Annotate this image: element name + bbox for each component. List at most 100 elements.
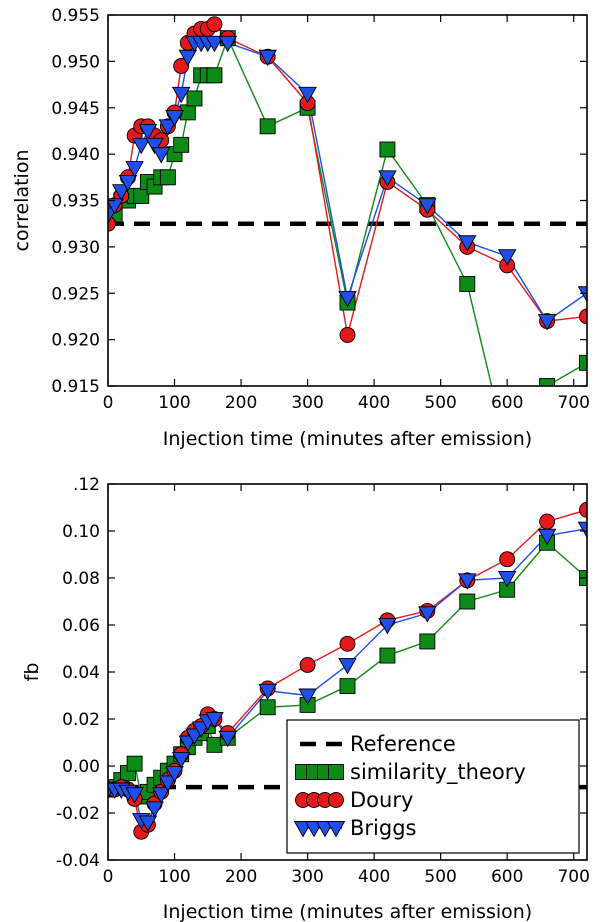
correlation-Briggs-point [497,249,517,266]
fb-similarity_theory-point [379,647,396,664]
correlation-Briggs-point [108,198,124,215]
correlation-Briggs-point [178,49,198,67]
fb-Briggs-point [418,606,437,623]
correlation-Briggs-point [151,147,171,164]
fb-Doury-point [339,635,356,652]
fb-Briggs-point [158,775,178,792]
correlation-panel: 0 100 200 300 400 500 600 700 0.915 0.920 0.925 0.9… [11,6,590,450]
correlation-Doury-point [173,58,190,74]
correlation-y-tick-label: 0.950 [51,52,100,72]
fb-data [108,501,587,840]
fb-Briggs-point [577,521,587,539]
fb-similarity_theory-point [419,633,436,650]
fb-x-tick-label: 300 [291,867,323,887]
fb-similarity_theory-point [259,699,276,716]
fb-y-tick-label: 0.06 [62,616,100,636]
fb-Briggs-point [145,801,164,818]
correlation-y-tick-label: 0.935 [51,192,100,212]
legend-label: similarity_theory [350,760,526,785]
fb-y-tick-label: 0.04 [62,663,100,683]
fb-y-tick-label: -0.04 [56,851,100,871]
correlation-Briggs-point [205,35,224,53]
correlation-x-tick-label: 400 [358,393,390,413]
fb-x-tick-label: 200 [225,867,257,887]
legend-label: Briggs [350,816,416,840]
fb-Briggs-point [125,787,144,804]
fb-x-tick-label: 100 [158,867,190,887]
legend-similarity_theory-marker [328,764,344,780]
correlation-Briggs-point [537,314,557,331]
fb-similarity_theory-point [206,736,223,753]
correlation-Briggs-point [171,86,191,104]
fb-panel: 0 100 200 300 400 500 600 700 -0.04 -0.02 0.00 0.02… [21,475,590,922]
correlation-x-tick-label: 600 [491,393,523,413]
fb-Briggs-point [497,571,517,588]
correlation-data [108,16,587,386]
correlation-Briggs-point [418,198,437,215]
fb-similarity_theory-point [339,678,356,695]
correlation-similarity_theory-point [186,90,203,107]
correlation-Doury-point [579,308,587,325]
fb-Briggs-point [298,688,317,705]
legend: Reference similarity_theory Doury Briggs [286,719,580,854]
correlation-x-tick-label: 700 [557,393,589,413]
correlation-Briggs-point [158,119,178,136]
correlation-similarity_theory-point [159,169,176,186]
fb-Briggs-point [151,787,171,804]
correlation-similarity_theory-point [206,67,223,84]
correlation-Doury-point [206,16,223,33]
fb-x-tick-label: 0 [103,867,114,887]
correlation-Briggs-point [577,286,587,303]
correlation-y-tick-label: 0.915 [51,377,100,397]
correlation-y-axis-label: correlation [11,150,33,252]
fb-similarity_theory-point [126,755,143,772]
fb-y-tick-label: 0.10 [62,522,100,542]
correlation-Briggs-point [138,123,158,141]
legend-label: Reference [350,732,456,756]
correlation-Briggs-point [258,49,277,67]
fb-Briggs-point [138,815,158,832]
fb-x-axis-label: Injection time (minutes after emission) [163,901,532,922]
correlation-x-tick-label: 300 [291,393,323,413]
fb-Briggs-point [165,766,184,783]
correlation-Briggs-point [298,86,317,104]
legend-label: Doury [350,788,413,812]
fb-y-tick-label: 0.02 [62,710,100,730]
fb-x-tick-label: 500 [424,867,456,887]
correlation-x-axis-label: Injection time (minutes after emission) [163,428,532,450]
correlation-x-tick-label: 500 [424,393,456,413]
fb-x-tick-label: 700 [557,867,589,887]
correlation-Briggs-point [145,137,164,155]
correlation-y-tick-label: 0.930 [51,238,100,258]
fb-y-tick-label: 0.08 [62,569,100,589]
correlation-x-tick-label: 100 [158,393,190,413]
fb-similarity_theory-point [459,593,476,610]
fb-Briggs-point [218,730,238,748]
correlation-Briggs-point [118,174,138,192]
correlation-Briggs-point [112,184,131,201]
correlation-Briggs-point [378,170,397,187]
fb-y-tick-label: 0.00 [62,757,100,777]
correlation-y-tick-label: 0.945 [51,99,100,119]
fb-Briggs-point [378,618,397,635]
correlation-similarity_theory-point [173,136,190,153]
fb-Briggs-point [338,658,357,675]
fb-Briggs-point [258,683,277,701]
fb-x-tick-label: 600 [491,867,523,887]
correlation-similarity_theory-point [579,354,587,371]
correlation-similarity_theory-point [379,141,396,158]
correlation-Briggs-point [131,137,151,155]
correlation-similarity_theory-point [459,276,476,292]
correlation-y-tick-label: 0.925 [51,284,100,304]
correlation-similarity_theory-point [539,378,556,386]
correlation-plot-area [108,15,587,386]
correlation-Briggs-point [457,235,477,252]
fb-Doury-point [579,501,587,518]
correlation-Briggs-point [165,110,184,127]
fb-Briggs-point [205,712,224,729]
correlation-similarity_theory-point [179,104,196,121]
correlation-similarity_theory-point [259,118,276,135]
correlation-y-tick-label: 0.920 [51,331,100,351]
fb-x-tick-label: 400 [358,867,390,887]
fb-Briggs-point [537,528,557,546]
